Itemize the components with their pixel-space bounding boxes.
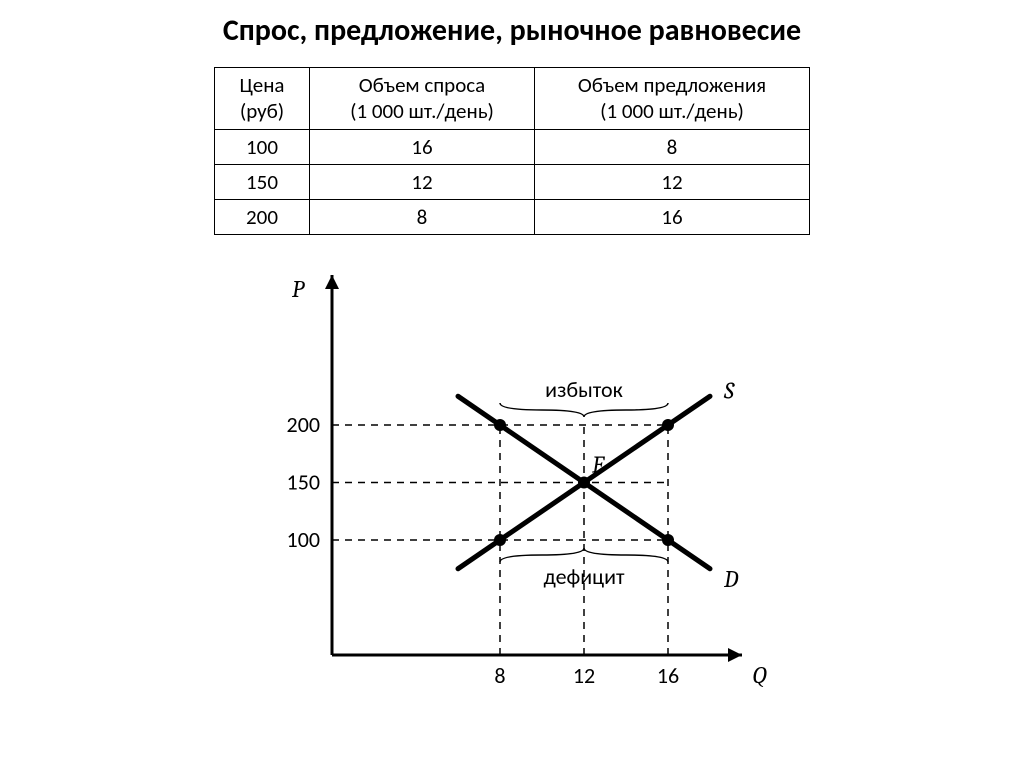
data-table-wrap: Цена (руб) Объем спроса (1 000 шт./день)… <box>0 67 1024 235</box>
y-axis-arrow <box>325 275 339 289</box>
col-header-price: Цена (руб) <box>215 68 310 130</box>
y-tick-label: 200 <box>287 411 320 438</box>
data-table: Цена (руб) Объем спроса (1 000 шт./день)… <box>214 67 810 235</box>
col-header-demand-l2: (1 000 шт./день) <box>350 98 494 124</box>
x-axis-arrow <box>728 648 742 662</box>
col-header-supply-l2: (1 000 шт./день) <box>600 98 744 124</box>
cell: 16 <box>535 200 810 235</box>
y-tick-label: 150 <box>287 469 320 496</box>
surplus-label: избыток <box>545 376 623 403</box>
demand-label: D <box>723 565 739 593</box>
col-header-demand-l1: Объем спроса <box>359 72 485 98</box>
data-point <box>662 534 674 546</box>
cell: 8 <box>535 129 810 164</box>
col-header-supply: Объем предложения (1 000 шт./день) <box>535 68 810 130</box>
table-row: 200 8 16 <box>215 200 810 235</box>
shortage-label: дефицит <box>544 563 625 590</box>
cell: 100 <box>215 129 310 164</box>
col-header-price-l1: Цена <box>240 72 285 98</box>
x-tick-label: 12 <box>573 662 595 689</box>
data-point <box>662 419 674 431</box>
data-point <box>578 477 590 489</box>
y-tick-label: 100 <box>287 526 320 553</box>
cell: 200 <box>215 200 310 235</box>
table-row: 100 16 8 <box>215 129 810 164</box>
cell: 12 <box>535 164 810 199</box>
supply-demand-chart: 100 150 200 8 12 16 P Q E S Dизбыток дефицит <box>232 255 792 715</box>
cell: 8 <box>310 200 535 235</box>
brace <box>500 403 668 417</box>
data-point <box>494 534 506 546</box>
y-axis-label: P <box>292 275 305 303</box>
col-header-supply-l1: Объем предложения <box>578 72 766 98</box>
x-axis-label: Q <box>752 661 767 689</box>
equilibrium-label: E <box>591 451 605 479</box>
col-header-demand: Объем спроса (1 000 шт./день) <box>310 68 535 130</box>
cell: 16 <box>310 129 535 164</box>
data-point <box>494 419 506 431</box>
supply-label: S <box>723 377 735 405</box>
x-tick-label: 16 <box>657 662 679 689</box>
cell: 12 <box>310 164 535 199</box>
x-tick-label: 8 <box>494 662 505 689</box>
page-title: Спрос, предложение, рыночное равновесие <box>0 12 1024 49</box>
table-row: 150 12 12 <box>215 164 810 199</box>
cell: 150 <box>215 164 310 199</box>
col-header-price-l2: (руб) <box>240 98 284 124</box>
